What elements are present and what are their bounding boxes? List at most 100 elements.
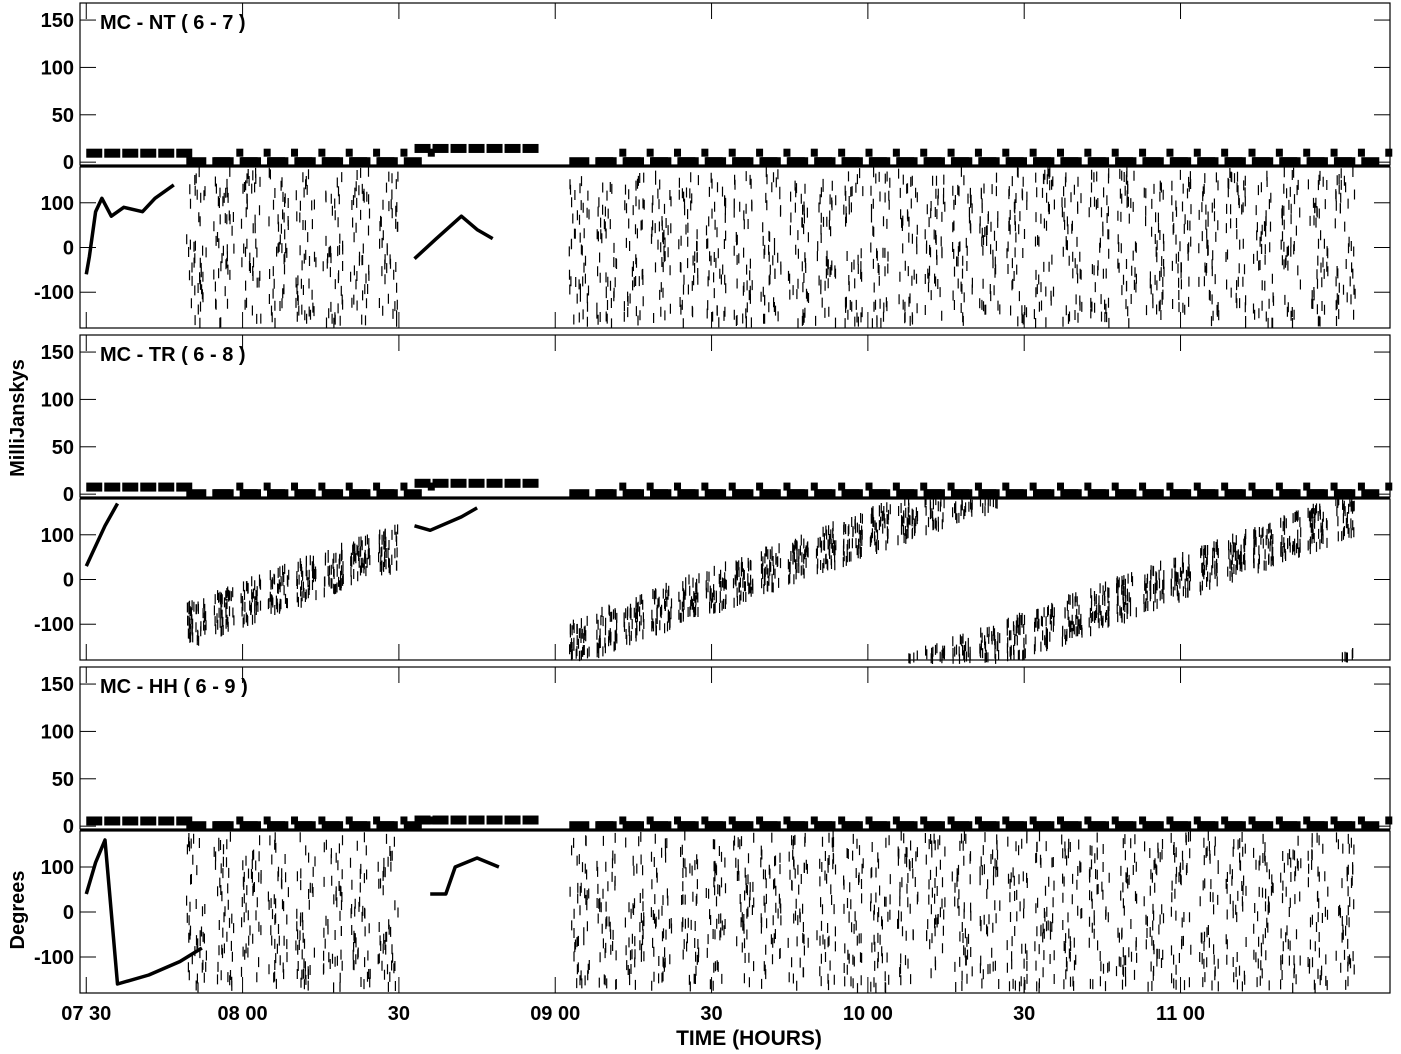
- amp-point: [646, 482, 654, 491]
- amp-point: [865, 148, 873, 157]
- amp-point: [842, 821, 863, 830]
- phase-track: [84, 838, 203, 986]
- amp-point: [1116, 489, 1137, 498]
- amp-point: [241, 821, 262, 830]
- amp-point: [674, 816, 682, 825]
- amp-point: [373, 816, 381, 825]
- amp-point: [186, 489, 207, 498]
- amp-point: [213, 157, 234, 166]
- amp-point: [236, 816, 244, 825]
- amp-point: [295, 821, 316, 830]
- amp-point: [1248, 482, 1256, 491]
- phase-track: [414, 506, 478, 533]
- amp-point: [1002, 816, 1010, 825]
- amp-point: [1002, 148, 1010, 157]
- amp-point: [624, 489, 645, 498]
- x-tick-label: 30: [1013, 1003, 1035, 1025]
- amp-tick-label: 50: [52, 105, 74, 127]
- amp-point: [1385, 816, 1393, 825]
- amp-point: [1361, 157, 1380, 166]
- amp-point: [678, 489, 699, 498]
- amp-point: [646, 148, 654, 157]
- amp-point: [701, 482, 709, 491]
- panel-1: 0 50 100 150 -100 0 100 MC - NT ( 6 - 7 ): [34, 2, 1393, 329]
- amp-point: [400, 482, 408, 491]
- amp-point: [952, 489, 973, 498]
- amp-point: [920, 482, 928, 491]
- amp-point: [706, 821, 727, 830]
- amp-point: [158, 482, 175, 492]
- amp-point: [678, 157, 699, 166]
- amp-point: [892, 482, 900, 491]
- amp-point: [788, 489, 809, 498]
- amp-point: [1357, 482, 1365, 491]
- amp-point: [619, 482, 627, 491]
- amp-point: [1143, 489, 1164, 498]
- phase-scatter: [186, 166, 1356, 329]
- amp-point: [783, 816, 791, 825]
- phase-track: [413, 214, 494, 260]
- amp-point: [920, 148, 928, 157]
- amp-point: [323, 489, 344, 498]
- amp-point: [810, 816, 818, 825]
- amp-point: [1385, 482, 1393, 491]
- amp-point: [651, 821, 672, 830]
- amp-point: [1198, 821, 1219, 830]
- y-axis-label-amplitude: MilliJanskys: [7, 359, 29, 477]
- amp-point: [1111, 816, 1119, 825]
- amp-point: [756, 148, 764, 157]
- amp-point: [788, 157, 809, 166]
- amp-point: [842, 489, 863, 498]
- amp-point: [350, 821, 371, 830]
- amp-point: [213, 821, 234, 830]
- amp-point: [920, 816, 928, 825]
- amp-point: [268, 489, 289, 498]
- phase-frame: [79, 830, 1391, 994]
- amp-point: [728, 482, 736, 491]
- amp-point: [241, 489, 262, 498]
- amp-point: [979, 821, 1000, 830]
- phase-tick-label: 0: [63, 902, 74, 924]
- amp-point: [1171, 821, 1192, 830]
- amp-point: [318, 148, 326, 157]
- amp-point: [810, 148, 818, 157]
- phase-tick-label: -100: [34, 282, 74, 304]
- amp-point: [892, 816, 900, 825]
- amp-point: [1089, 821, 1110, 830]
- amp-point: [104, 816, 121, 826]
- amp-point: [624, 157, 645, 166]
- amp-point: [522, 815, 539, 825]
- amp-point: [427, 816, 435, 825]
- amp-point: [1034, 821, 1055, 830]
- amp-point: [783, 148, 791, 157]
- amp-point: [842, 157, 863, 166]
- amp-point: [870, 157, 891, 166]
- amp-point: [892, 148, 900, 157]
- amp-point: [176, 816, 193, 826]
- amp-point: [1057, 482, 1065, 491]
- amp-tick-label: 150: [41, 10, 74, 32]
- amp-point: [1061, 489, 1082, 498]
- amp-point: [1225, 157, 1246, 166]
- amp-point: [263, 816, 271, 825]
- amp-point: [140, 816, 157, 826]
- amp-point: [924, 489, 945, 498]
- phase-scatter: [186, 830, 1355, 994]
- amp-point: [1335, 157, 1356, 166]
- amp-point: [1089, 157, 1110, 166]
- amp-point: [1361, 821, 1380, 830]
- amp-point: [427, 482, 435, 491]
- amp-point: [974, 482, 982, 491]
- amp-point: [295, 157, 316, 166]
- amp-point: [1253, 821, 1274, 830]
- amp-point: [1193, 148, 1201, 157]
- amp-point: [733, 489, 754, 498]
- amp-point: [1221, 482, 1229, 491]
- amp-point: [733, 821, 754, 830]
- amp-point: [377, 157, 398, 166]
- amp-point: [1007, 157, 1028, 166]
- amp-point: [403, 489, 422, 498]
- amp-point: [1335, 821, 1356, 830]
- x-tick-label: 10 00: [843, 1003, 893, 1025]
- amp-point: [186, 821, 207, 830]
